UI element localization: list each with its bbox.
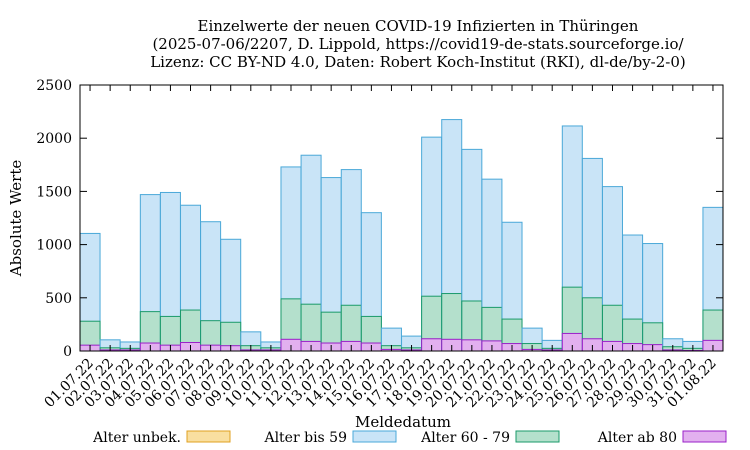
legend-label-alter-60-79: Alter 60 - 79 [420,430,510,446]
y-tick-label: 500 [45,291,72,307]
legend-swatch-alter-ab-80 [682,430,727,443]
legend-swatch-alter-bis-59 [352,430,397,443]
bars-layer [79,119,724,352]
legend-label-alter-bis-59: Alter bis 59 [263,430,347,446]
y-tick-label: 1500 [36,184,72,200]
y-tick-label: 2500 [36,78,72,94]
y-tick-label: 1000 [36,238,72,254]
legend-label-alter-unbek-: Alter unbek. [92,430,181,446]
chart-title: Einzelwerte der neuen COVID-19 Infiziert… [150,17,686,71]
legend-label-alter-ab-80: Alter ab 80 [597,430,677,446]
plot-frame [79,84,724,352]
axes-layer: 0500100015002000250001.07.2202.07.2203.0… [36,78,724,411]
x-axis-label: Meldedatum [355,413,451,431]
y-tick-label: 0 [63,344,72,360]
y-axis-label: Absolute Werte [7,160,25,278]
chart-title-line-2: (2025-07-06/2207, D. Lippold, https://co… [152,35,684,53]
chart-title-line-3: Lizenz: CC BY-ND 4.0, Daten: Robert Koch… [150,53,686,71]
chart-title-line-1: Einzelwerte der neuen COVID-19 Infiziert… [198,17,639,35]
y-tick-label: 2000 [36,131,72,147]
legend: Alter unbek. Alter bis 59 Alter 60 - 79 Alt… [92,430,727,446]
legend-swatch-alter-60-79 [515,430,560,443]
legend-swatch-alter-unbek- [186,430,231,443]
